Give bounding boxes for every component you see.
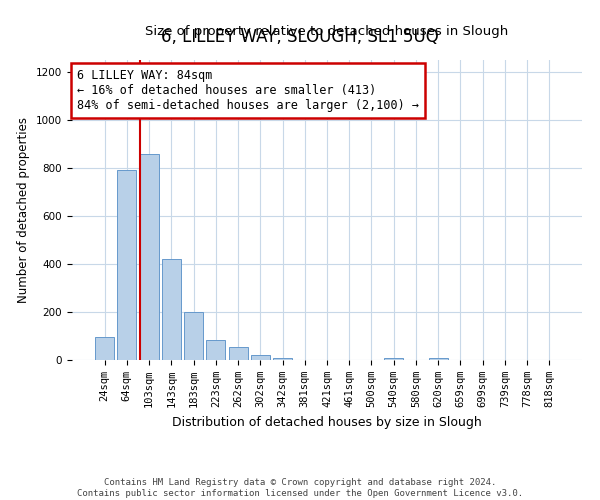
Text: 6 LILLEY WAY: 84sqm
← 16% of detached houses are smaller (413)
84% of semi-detac: 6 LILLEY WAY: 84sqm ← 16% of detached ho… bbox=[77, 69, 419, 112]
Text: 6, LILLEY WAY, SLOUGH, SL1 5UQ: 6, LILLEY WAY, SLOUGH, SL1 5UQ bbox=[161, 28, 439, 46]
Bar bbox=[118, 170, 136, 360]
Bar bbox=[95, 337, 114, 360]
Bar bbox=[184, 312, 203, 360]
Bar bbox=[162, 259, 181, 360]
Text: Contains HM Land Registry data © Crown copyright and database right 2024.
Contai: Contains HM Land Registry data © Crown c… bbox=[77, 478, 523, 498]
X-axis label: Distribution of detached houses by size in Slough: Distribution of detached houses by size … bbox=[172, 416, 482, 428]
Bar bbox=[273, 358, 292, 360]
Bar bbox=[206, 340, 225, 360]
Bar bbox=[384, 358, 403, 360]
Bar bbox=[251, 354, 270, 360]
Y-axis label: Number of detached properties: Number of detached properties bbox=[17, 117, 31, 303]
Bar bbox=[229, 348, 248, 360]
Title: Size of property relative to detached houses in Slough: Size of property relative to detached ho… bbox=[145, 25, 509, 38]
Bar bbox=[140, 154, 158, 360]
Bar bbox=[429, 358, 448, 360]
